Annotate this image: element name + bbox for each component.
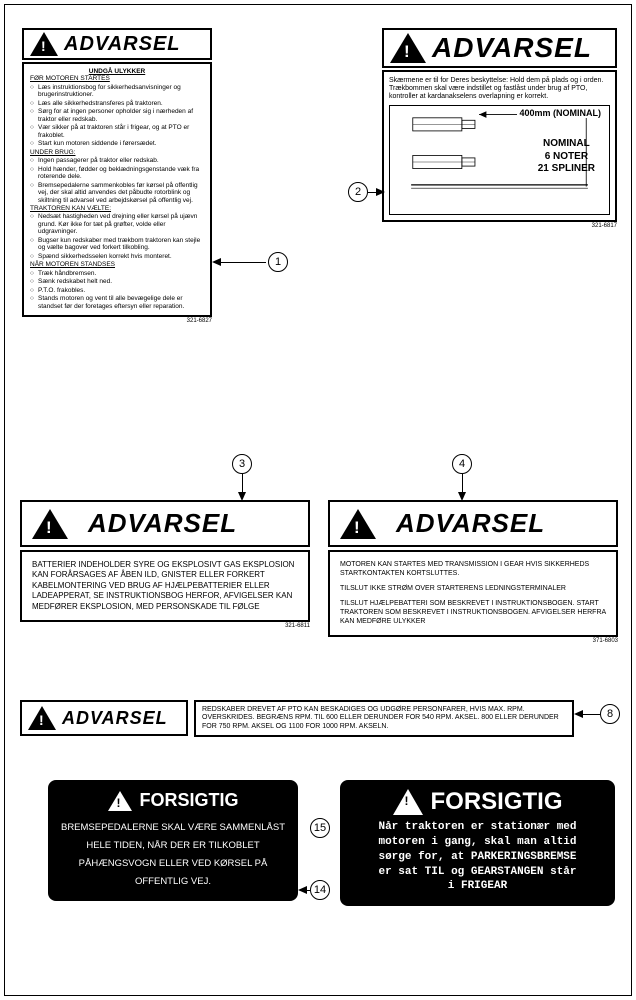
shaft-spec3: 21 SPLINER (538, 163, 595, 176)
bullet-item: ○Stands motoren og vent til alle bevægel… (30, 295, 204, 310)
label-2-body: Skærmene er til for Deres beskyttelse: H… (382, 70, 617, 222)
label-3-text: BATTERIER INDEHOLDER SYRE OG EKSPLOSIVT … (32, 560, 298, 612)
label-14-text: BREMSEPEDALERNE SKAL VÆRE SAMMENLÅST HEL… (60, 819, 286, 891)
label-14-header: FORSIGTIG (60, 790, 286, 811)
advarsel-text: ADVARSEL (88, 508, 237, 539)
bullet-item: ○Nedsæt hastigheden ved drejning eller k… (30, 213, 204, 235)
label-15-l1: Når traktoren er stationær med (348, 820, 607, 835)
shaft-dim: 400mm (NOMINAL) (517, 108, 603, 118)
warning-triangle-icon (108, 791, 132, 811)
arrowhead-icon (212, 258, 221, 266)
label-15-l4: er sat TIL og GEARSTANGEN står (348, 865, 607, 880)
callout-3: 3 (232, 454, 252, 474)
warning-triangle-icon (32, 509, 68, 539)
advarsel-text: ADVARSEL (396, 508, 545, 539)
label-2-text: Skærmene er til for Deres beskyttelse: H… (389, 77, 610, 101)
callout-2: 2 (348, 182, 368, 202)
warning-label-2: ADVARSEL Skærmene er til for Deres besky… (382, 28, 617, 229)
warning-triangle-icon (340, 509, 376, 539)
forsigtig-text: FORSIGTIG (431, 788, 563, 816)
bullet-item: ○Læs instruktionsbog for sikkerhedsanvis… (30, 84, 204, 99)
warning-triangle-icon (390, 33, 426, 63)
bullet-item: ○Ingen passagerer på traktor eller redsk… (30, 157, 204, 164)
warning-label-8-body: REDSKABER DREVET AF PTO KAN BESKADIGES O… (194, 700, 574, 737)
bullet-item: ○Start kun motoren siddende i førersædet… (30, 140, 204, 147)
arrowhead-icon (574, 710, 583, 718)
label-4-l2: TILSLUT IKKE STRØM OVER STARTERENS LEDNI… (340, 584, 606, 593)
label-4-header: ADVARSEL (328, 500, 618, 547)
arrowhead-icon (458, 492, 466, 501)
shaft-diagram: 400mm (NOMINAL) NOMINAL 6 NOTER 21 SPLIN… (389, 105, 610, 215)
bullet-item: ○Bugser kun redskaber med trækbom trakto… (30, 237, 204, 252)
label-1-sec3-title: TRAKTOREN KAN VÆLTE: (30, 205, 204, 212)
warning-label-8-header: ADVARSEL (20, 700, 188, 736)
callout-15: 15 (310, 818, 330, 838)
caution-label-15: FORSIGTIG Når traktoren er stationær med… (340, 780, 615, 906)
warning-triangle-icon (28, 706, 56, 730)
label-1-sec4-title: NÅR MOTOREN STANDSES (30, 261, 204, 268)
label-3-body: BATTERIER INDEHOLDER SYRE OG EKSPLOSIVT … (20, 550, 310, 622)
label-1-sec1-title: FØR MOTOREN STARTES (30, 75, 204, 82)
warning-label-3: ADVARSEL BATTERIER INDEHOLDER SYRE OG EK… (20, 500, 310, 629)
label-4-body: MOTOREN KAN STARTES MED TRANSMISSION I G… (328, 550, 618, 637)
label-8-text: REDSKABER DREVET AF PTO KAN BESKADIGES O… (202, 706, 566, 731)
label-3-partno: 321-6811 (20, 623, 310, 629)
bullet-item: ○P.T.O. frakobles. (30, 287, 204, 294)
label-4-l3: TILSLUT HJÆLPEBATTERI SOM BESKREVET I IN… (340, 599, 606, 626)
advarsel-text: ADVARSEL (432, 32, 592, 64)
label-1-partno: 321-6827 (22, 318, 212, 324)
arrowhead-icon (298, 886, 307, 894)
label-15-l2: motoren i gang, skal man altid (348, 835, 607, 850)
arrowhead-icon (238, 492, 246, 501)
bullet-item: ○Sørg for at ingen personer opholder sig… (30, 108, 204, 123)
warning-triangle-icon (393, 789, 423, 815)
advarsel-text: ADVARSEL (62, 708, 168, 729)
label-15-header: FORSIGTIG (348, 788, 607, 816)
bullet-item: ○Træk håndbremsen. (30, 270, 204, 277)
forsigtig-text: FORSIGTIG (140, 790, 239, 811)
label-3-header: ADVARSEL (20, 500, 310, 547)
bullet-item: ○Læs alle sikkerhedstransferes på trakto… (30, 100, 204, 107)
callout-4: 4 (452, 454, 472, 474)
callout-8: 8 (600, 704, 620, 724)
caution-label-14: FORSIGTIG BREMSEPEDALERNE SKAL VÆRE SAMM… (48, 780, 298, 901)
bullet-item: ○Vær sikker på at traktoren står i frige… (30, 124, 204, 139)
label-15-l3: sørge for, at PARKERINGSBREMSE (348, 850, 607, 865)
warning-label-1: ADVARSEL UNDGÅ ULYKKER FØR MOTOREN START… (22, 28, 212, 324)
bullet-item: ○Bremsepedalerne sammenkobles før kørsel… (30, 182, 204, 204)
label-1-header: ADVARSEL (22, 28, 212, 60)
label-2-partno: 321-6817 (382, 223, 617, 229)
callout-14: 14 (310, 880, 330, 900)
warning-triangle-icon (30, 32, 58, 56)
bullet-item: ○Sænk redskabet helt ned. (30, 278, 204, 285)
warning-label-4: ADVARSEL MOTOREN KAN STARTES MED TRANSMI… (328, 500, 618, 644)
shaft-spec2: 6 NOTER (538, 151, 595, 164)
leader-line (214, 262, 266, 263)
label-2-header: ADVARSEL (382, 28, 617, 68)
label-4-l1: MOTOREN KAN STARTES MED TRANSMISSION I G… (340, 560, 606, 578)
label-15-l5: i FRIGEAR (348, 879, 607, 894)
shaft-spec1: NOMINAL (538, 138, 595, 151)
label-4-partno: 371-6803 (328, 638, 618, 644)
callout-1: 1 (268, 252, 288, 272)
label-1-title: UNDGÅ ULYKKER (30, 68, 204, 75)
label-1-body: UNDGÅ ULYKKER FØR MOTOREN STARTES ○Læs i… (22, 62, 212, 317)
advarsel-text: ADVARSEL (64, 33, 181, 56)
bullet-item: ○Hold hænder, fødder og beklædningsgenst… (30, 166, 204, 181)
arrowhead-icon (376, 188, 385, 196)
bullet-item: ○Spænd sikkerhedsselen korrekt hvis mont… (30, 253, 204, 260)
label-1-sec2-title: UNDER BRUG: (30, 149, 204, 156)
